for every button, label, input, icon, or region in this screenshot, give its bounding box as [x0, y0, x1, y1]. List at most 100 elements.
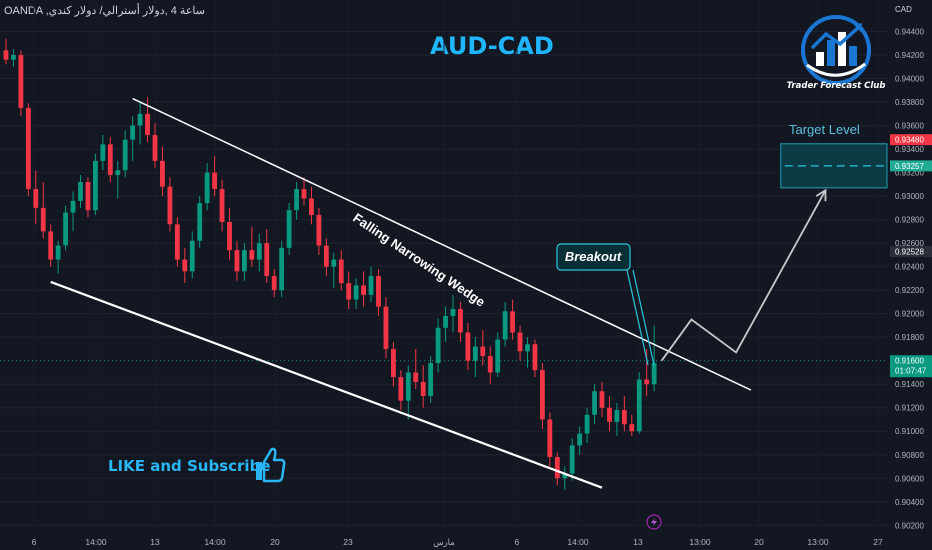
candle[interactable]	[435, 318, 441, 373]
candle[interactable]	[502, 301, 508, 347]
candle[interactable]	[130, 116, 136, 161]
candle[interactable]	[525, 337, 530, 368]
candle[interactable]	[361, 271, 366, 307]
candle[interactable]	[644, 348, 650, 396]
time-axis[interactable]: 6 14:00 13 14:00 20 23 مارس 6 14:00 13 13:00 20 13:0…	[32, 537, 883, 548]
candle[interactable]	[353, 278, 359, 309]
candle[interactable]	[301, 177, 307, 206]
candle[interactable]	[398, 370, 404, 411]
candle-body	[25, 107, 31, 190]
candle[interactable]	[540, 363, 545, 429]
candle[interactable]	[137, 102, 143, 145]
candle[interactable]	[152, 123, 158, 168]
candle[interactable]	[63, 205, 68, 251]
candle[interactable]	[40, 182, 46, 239]
candle[interactable]	[569, 438, 575, 481]
candle[interactable]	[107, 137, 113, 182]
candle[interactable]	[271, 269, 277, 298]
candle[interactable]	[122, 130, 128, 178]
candle[interactable]	[532, 339, 538, 378]
candle[interactable]	[346, 271, 352, 309]
candle[interactable]	[93, 153, 98, 215]
wedge-upper-line[interactable]	[132, 97, 752, 391]
breakout-callout[interactable]: Breakout	[556, 243, 655, 366]
candle[interactable]	[331, 252, 337, 288]
candle[interactable]	[651, 325, 657, 392]
projection-path[interactable]	[660, 189, 827, 362]
symbol-info[interactable]: OANDA ,ساعة 4 ,دولار أسترالي/ دولار كندي	[4, 5, 205, 17]
candle[interactable]	[584, 407, 590, 443]
price-axis[interactable]: 0.94400 0.94200 0.94000 0.93800 0.93600 0.934…	[895, 28, 924, 531]
candle[interactable]	[197, 196, 203, 248]
candle-body	[629, 424, 635, 432]
candle[interactable]	[383, 297, 389, 359]
candle[interactable]	[338, 250, 344, 291]
candle[interactable]	[443, 306, 448, 342]
candle[interactable]	[234, 240, 240, 281]
candle[interactable]	[242, 243, 247, 281]
candle[interactable]	[614, 403, 620, 436]
candle[interactable]	[309, 186, 314, 225]
candle[interactable]	[420, 365, 426, 408]
candle[interactable]	[376, 269, 381, 317]
lightning-icon[interactable]	[646, 514, 662, 530]
candle[interactable]	[465, 323, 471, 371]
candle[interactable]	[495, 332, 501, 378]
candle[interactable]	[517, 325, 523, 361]
candle[interactable]	[182, 247, 188, 284]
candle[interactable]	[472, 337, 478, 378]
candle[interactable]	[249, 226, 255, 267]
candle[interactable]	[160, 146, 165, 197]
candle[interactable]	[510, 299, 515, 340]
x-tick-label: 6	[515, 537, 520, 547]
candle[interactable]	[264, 229, 270, 284]
candle[interactable]	[554, 452, 560, 486]
candle[interactable]	[11, 49, 16, 67]
candle[interactable]	[368, 266, 374, 302]
candle[interactable]	[204, 163, 210, 211]
candle[interactable]	[48, 224, 54, 267]
candle[interactable]	[323, 238, 329, 277]
candle[interactable]	[3, 38, 9, 65]
candle[interactable]	[592, 384, 597, 425]
candle[interactable]	[316, 207, 322, 255]
candle[interactable]	[629, 414, 635, 436]
candle[interactable]	[174, 217, 180, 267]
candle[interactable]	[562, 466, 568, 491]
candle[interactable]	[115, 160, 121, 199]
candle[interactable]	[286, 203, 292, 255]
candle[interactable]	[227, 207, 232, 260]
candle[interactable]	[100, 134, 106, 171]
candle[interactable]	[18, 50, 24, 117]
wedge-lower-line[interactable]	[50, 280, 603, 489]
candle[interactable]	[219, 179, 225, 232]
thumbs-up-icon[interactable]	[256, 447, 286, 483]
candle[interactable]	[607, 395, 612, 432]
candle[interactable]	[577, 426, 583, 455]
candle[interactable]	[294, 182, 299, 220]
candle[interactable]	[256, 233, 262, 272]
candle[interactable]	[621, 395, 627, 432]
candle[interactable]	[167, 177, 173, 232]
candle[interactable]	[413, 348, 419, 389]
candle[interactable]	[458, 301, 463, 342]
candle[interactable]	[212, 156, 217, 197]
candle[interactable]	[636, 372, 642, 434]
candle[interactable]	[391, 341, 396, 387]
candle[interactable]	[279, 240, 285, 298]
candle[interactable]	[450, 294, 456, 333]
candle[interactable]	[487, 346, 493, 385]
candle[interactable]	[70, 191, 76, 232]
candle[interactable]	[189, 231, 195, 279]
candle[interactable]	[428, 356, 434, 404]
candle[interactable]	[33, 170, 39, 225]
candle[interactable]	[78, 174, 83, 208]
candle[interactable]	[599, 381, 605, 418]
candle[interactable]	[547, 412, 553, 467]
candle[interactable]	[85, 177, 91, 218]
candle[interactable]	[55, 240, 61, 274]
candle[interactable]	[25, 103, 31, 197]
candle[interactable]	[480, 330, 486, 366]
candle[interactable]	[405, 365, 411, 420]
